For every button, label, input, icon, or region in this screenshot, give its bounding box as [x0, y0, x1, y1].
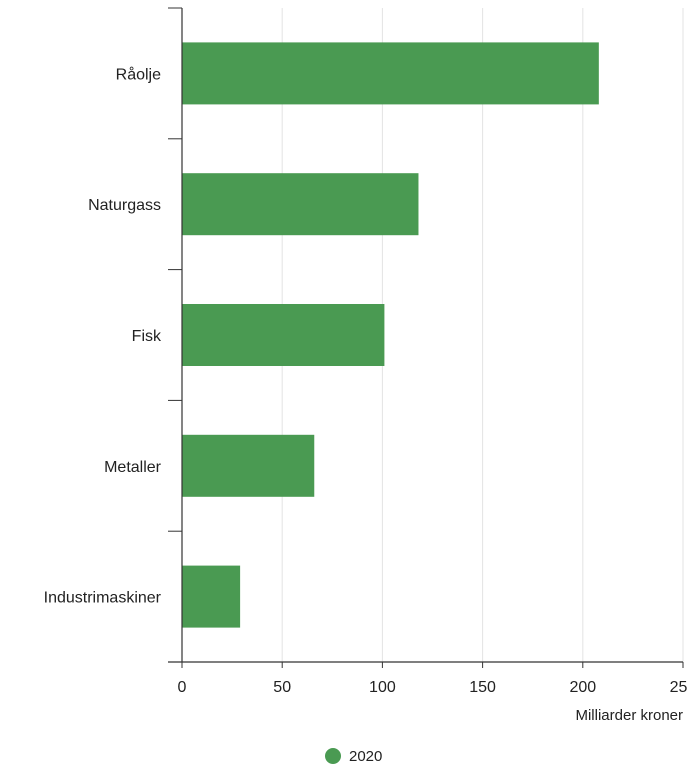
x-tick-label-250: 250 [670, 679, 687, 696]
bar-fisk [182, 304, 385, 366]
x-tick-label-200: 200 [569, 679, 596, 696]
category-labels: Råolje Naturgass Fisk Metaller Industrimaski… [44, 65, 162, 606]
category-label-industrimaskiner: Industrimaskiner [44, 590, 162, 607]
category-label-fisk: Fisk [132, 328, 162, 345]
legend-label-2020: 2020 [349, 748, 382, 765]
category-label-råolje: Råolje [116, 65, 161, 83]
category-label-naturgass: Naturgass [88, 197, 161, 214]
legend-marker-2020 [325, 748, 341, 764]
x-axis-title: Milliarder kroner [575, 707, 683, 724]
x-tick-labels: 0 50 100 150 200 250 [178, 679, 687, 696]
bars [182, 42, 599, 628]
gridlines [281, 8, 684, 662]
x-tick-label-50: 50 [273, 679, 291, 696]
x-tick-label-150: 150 [469, 679, 496, 696]
bar-naturgass [182, 173, 419, 236]
legend: 2020 [325, 748, 382, 765]
x-tick-label-0: 0 [178, 679, 187, 696]
axes [168, 7, 684, 668]
bar-metaller [182, 434, 315, 497]
x-tick-label-100: 100 [369, 679, 396, 696]
bar-råolje [182, 42, 599, 105]
category-label-metaller: Metaller [104, 459, 162, 476]
bar-industrimaskiner [182, 565, 241, 628]
